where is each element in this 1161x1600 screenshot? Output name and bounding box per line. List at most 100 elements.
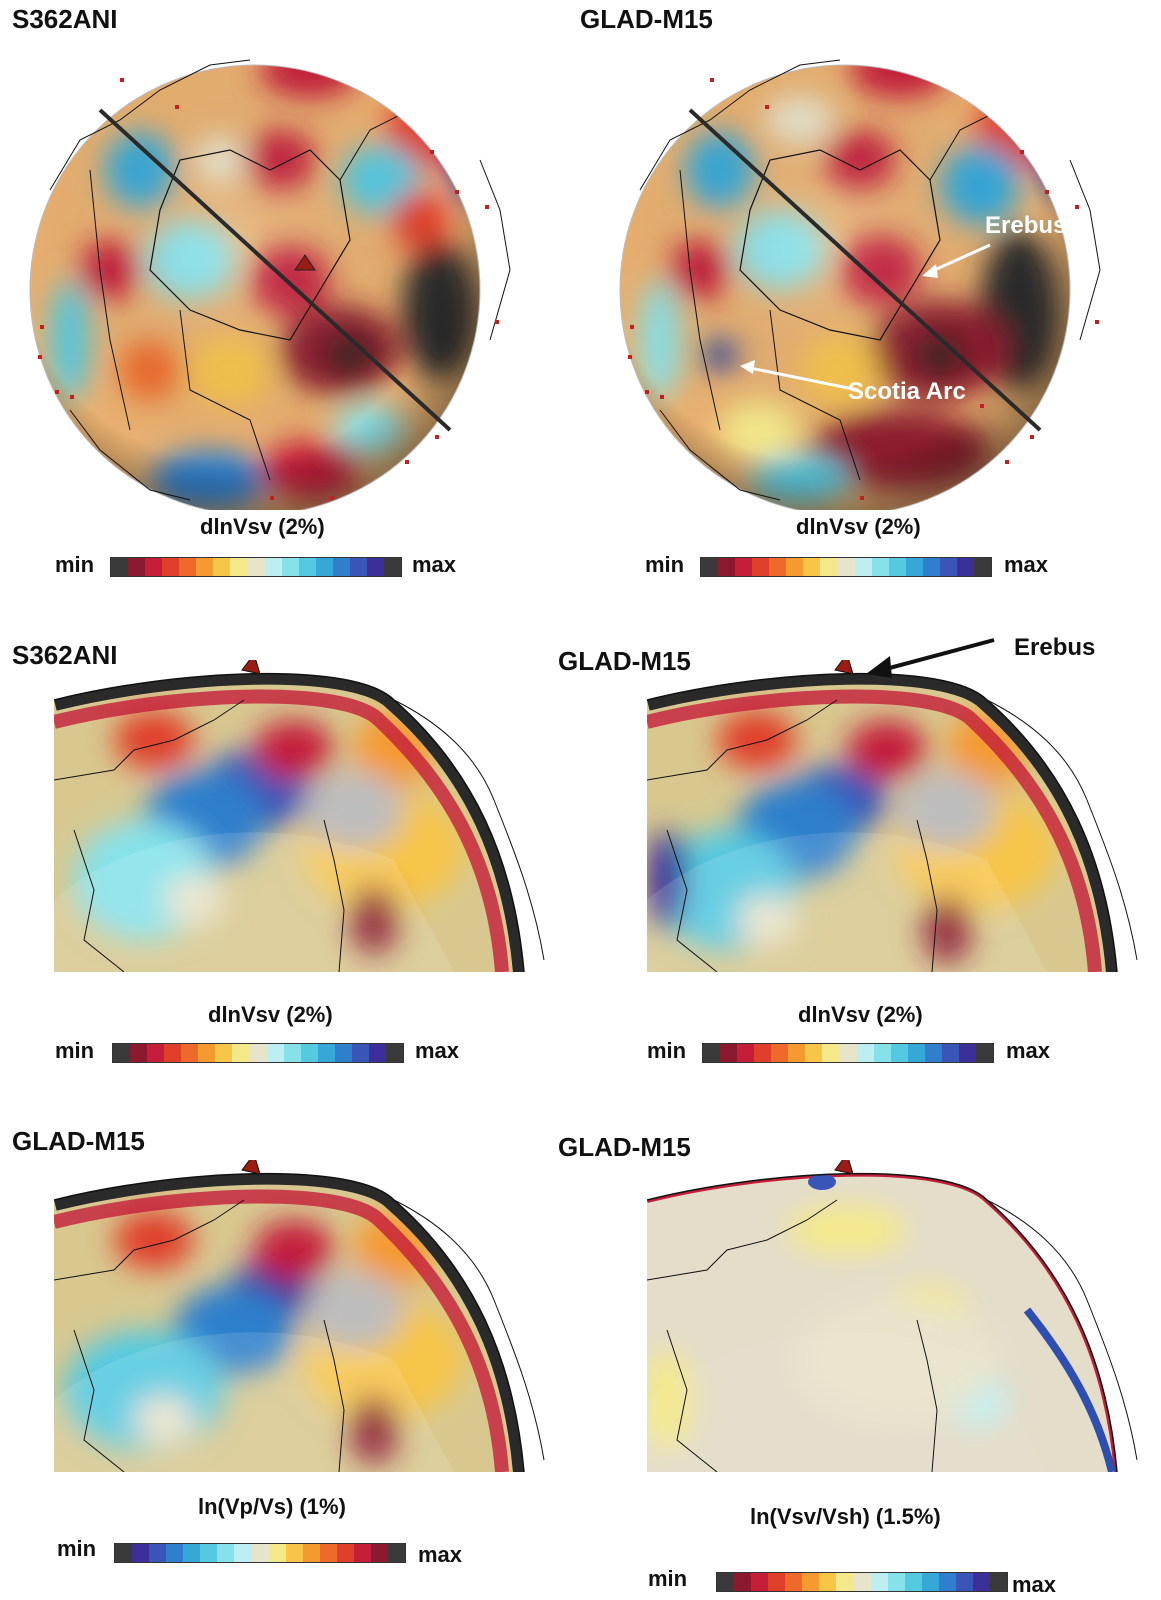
panel-title: S362ANI	[12, 640, 118, 670]
colorbar-swatch	[921, 1573, 939, 1591]
colorbar-swatch	[351, 1044, 369, 1062]
colorbar-swatch	[888, 558, 906, 576]
colorbar-swatch	[785, 1573, 803, 1591]
colorbar-swatch	[384, 558, 402, 576]
cross-section	[647, 1160, 1138, 1472]
colorbar-min-label: min	[55, 552, 95, 577]
colorbar-swatch	[319, 1544, 337, 1562]
colorbar-max-label: max	[1004, 552, 1049, 577]
panel-gladm15-vsvvsh-slice: GLAD-M15 ln(Vsv/Vsh) (1.5%) min max	[558, 1120, 1161, 1600]
colorbar-swatch	[924, 1044, 942, 1062]
panel-title: GLAD-M15	[558, 1132, 691, 1162]
colorbar-swatch	[839, 1044, 857, 1062]
colorbar-swatch	[113, 1044, 131, 1062]
colorbar-swatch	[720, 1044, 738, 1062]
colorbar	[114, 1543, 406, 1563]
annotation-erebus: Erebus	[1014, 634, 1096, 661]
colorbar-swatch	[179, 558, 197, 576]
colorbar-swatch	[907, 1044, 925, 1062]
colorbar-swatch	[853, 1573, 871, 1591]
panel-title: GLAD-M15	[12, 1126, 145, 1156]
colorbar-swatch	[111, 558, 129, 576]
colorbar-min-label: min	[645, 552, 685, 577]
colorbar-swatch	[251, 1544, 269, 1562]
colorbar-swatch	[198, 1044, 216, 1062]
colorbar-swatch	[315, 558, 333, 576]
colorbar-max-label: max	[1006, 1038, 1051, 1063]
colorbar-swatch	[181, 1044, 199, 1062]
colorbar	[716, 1572, 1008, 1592]
colorbar-swatch	[334, 1044, 352, 1062]
colorbar-swatch	[974, 558, 992, 576]
colorbar-swatch	[786, 558, 804, 576]
globe-map	[29, 59, 511, 510]
panel-title: S362ANI	[12, 4, 118, 34]
colorbar-swatch	[752, 558, 770, 576]
colorbar-swatch	[388, 1544, 406, 1562]
colorbar-swatch	[386, 1044, 404, 1062]
colorbar-swatch	[368, 1044, 386, 1062]
colorbar	[112, 1043, 404, 1063]
panel-s362ani-slice: S362ANI dlnVsv (2%) min max	[0, 630, 580, 1070]
colorbar-max-label: max	[412, 552, 457, 577]
colorbar-max-label: max	[1012, 1572, 1057, 1597]
colorbar-label: dlnVsv (2%)	[798, 1002, 923, 1027]
colorbar-swatch	[332, 558, 350, 576]
colorbar-swatch	[941, 1044, 959, 1062]
panel-gladm15-vpvs-slice: GLAD-M15 ln(Vp/Vs) (1%) min max	[0, 1120, 580, 1600]
colorbar-swatch	[353, 1544, 371, 1562]
colorbar-swatch	[183, 1544, 201, 1562]
colorbar-swatch	[887, 1573, 905, 1591]
colorbar-swatch	[802, 1573, 820, 1591]
colorbar-swatch	[200, 1544, 218, 1562]
colorbar-swatch	[128, 558, 146, 576]
colorbar-swatch	[976, 1044, 994, 1062]
colorbar-swatch	[232, 1044, 250, 1062]
colorbar-swatch	[298, 558, 316, 576]
colorbar-swatch	[147, 1044, 165, 1062]
colorbar-swatch	[769, 558, 787, 576]
colorbar-swatch	[268, 1544, 286, 1562]
colorbar-swatch	[819, 1573, 837, 1591]
colorbar-swatch	[990, 1573, 1008, 1591]
colorbar-swatch	[751, 1573, 769, 1591]
colorbar-swatch	[196, 558, 214, 576]
colorbar-swatch	[956, 558, 974, 576]
colorbar-swatch	[701, 558, 719, 576]
colorbar-swatch	[805, 1044, 823, 1062]
colorbar-swatch	[349, 558, 367, 576]
annotation-erebus: Erebus	[985, 212, 1067, 239]
colorbar-swatch	[803, 558, 821, 576]
colorbar-swatch	[283, 1044, 301, 1062]
colorbar-swatch	[754, 1044, 772, 1062]
colorbar-swatch	[820, 558, 838, 576]
colorbar-swatch	[130, 1044, 148, 1062]
panel-s362ani-globe: S362ANI	[0, 0, 580, 590]
cross-section	[647, 660, 1138, 972]
colorbar-swatch	[735, 558, 753, 576]
colorbar-swatch	[734, 1573, 752, 1591]
panel-title: GLAD-M15	[580, 4, 713, 34]
colorbar-min-label: min	[57, 1536, 97, 1561]
colorbar-label: dlnVsv (2%)	[796, 514, 921, 539]
colorbar-swatch	[230, 558, 248, 576]
colorbar-swatch	[771, 1044, 789, 1062]
colorbar-swatch	[703, 1044, 721, 1062]
colorbar-swatch	[870, 1573, 888, 1591]
colorbar-swatch	[266, 1044, 284, 1062]
colorbar-swatch	[162, 558, 180, 576]
colorbar-swatch	[115, 1544, 133, 1562]
colorbar-label: ln(Vsv/Vsh) (1.5%)	[750, 1504, 941, 1529]
globe-map	[619, 59, 1101, 510]
colorbar-swatch	[972, 1573, 990, 1591]
colorbar-swatch	[837, 558, 855, 576]
colorbar-swatch	[281, 558, 299, 576]
colorbar-min-label: min	[648, 1566, 688, 1591]
colorbar-swatch	[217, 1544, 235, 1562]
colorbar-max-label: max	[418, 1542, 463, 1567]
colorbar	[702, 1043, 994, 1063]
colorbar-swatch	[249, 1044, 267, 1062]
colorbar-swatch	[132, 1544, 150, 1562]
colorbar-swatch	[890, 1044, 908, 1062]
colorbar-swatch	[213, 558, 231, 576]
